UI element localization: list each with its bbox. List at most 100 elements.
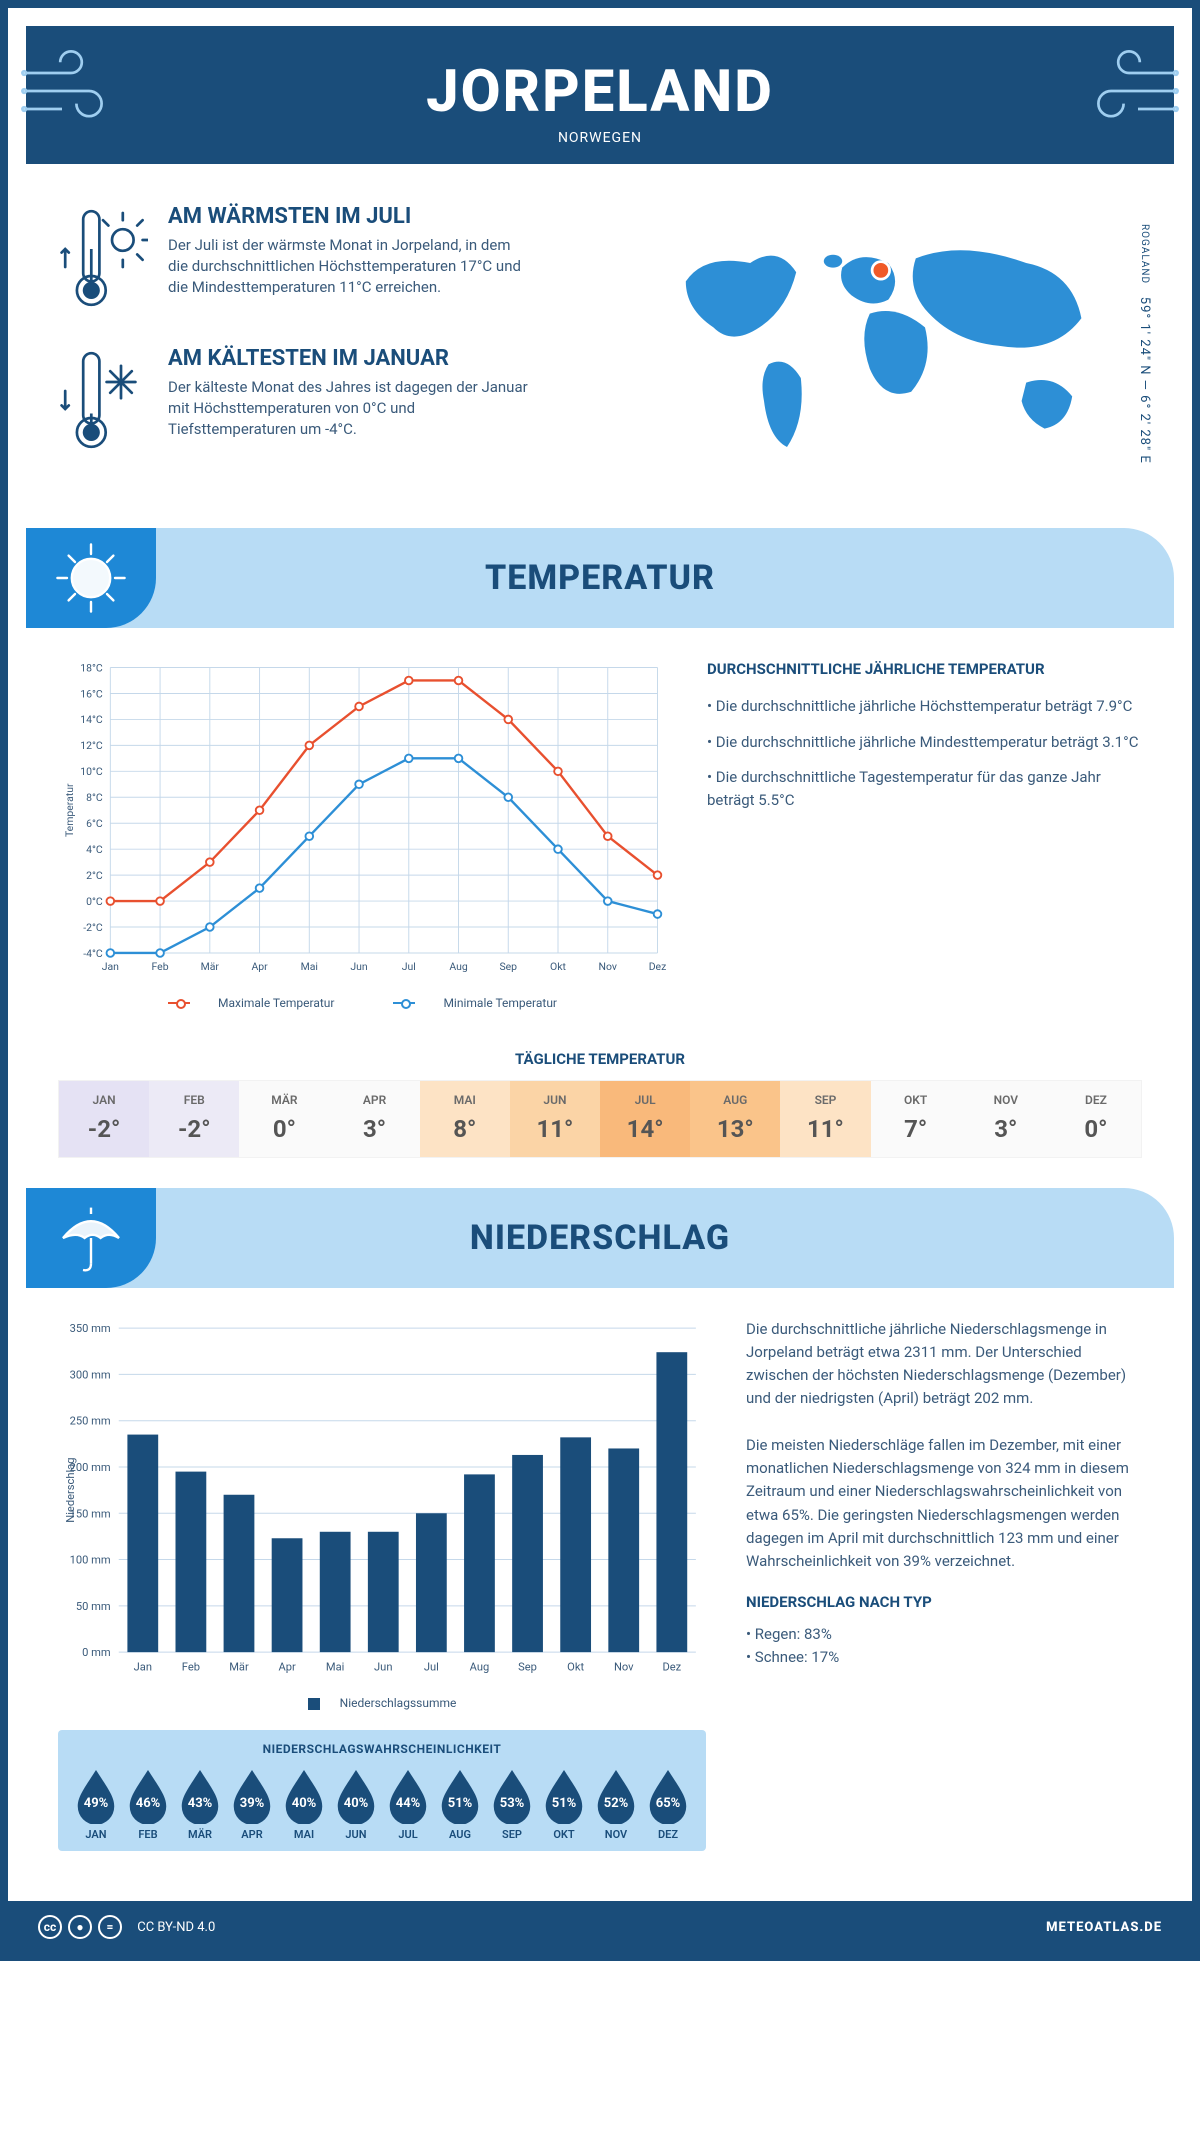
intro-section: AM WÄRMSTEN IM JULI Der Juli ist der wär…: [8, 164, 1192, 518]
precipitation-probability: NIEDERSCHLAGSWAHRSCHEINLICHKEIT 49% JAN …: [58, 1730, 706, 1851]
svg-text:Sep: Sep: [518, 1660, 537, 1673]
svg-text:0 mm: 0 mm: [82, 1646, 111, 1659]
site-name: METEOATLAS.DE: [1046, 1920, 1162, 1935]
temp-cell: JUL14°: [600, 1081, 690, 1157]
drop-cell: 52% NOV: [592, 1766, 640, 1841]
nd-icon: =: [98, 1915, 122, 1939]
svg-text:-4°C: -4°C: [83, 947, 103, 960]
svg-text:Okt: Okt: [567, 1660, 584, 1673]
drop-cell: 51% AUG: [436, 1766, 484, 1841]
drop-cell: 53% SEP: [488, 1766, 536, 1841]
svg-text:Jul: Jul: [424, 1660, 439, 1673]
infographic-frame: JORPELAND NORWEGEN AM WÄRMS: [0, 0, 1200, 1961]
temp-cell: JAN-2°: [59, 1081, 149, 1157]
temp-cell: MAI8°: [420, 1081, 510, 1157]
svg-text:Aug: Aug: [470, 1660, 490, 1673]
temperature-summary: DURCHSCHNITTLICHE JÄHRLICHE TEMPERATUR •…: [707, 658, 1142, 1010]
svg-text:16°C: 16°C: [80, 687, 103, 700]
svg-text:Temperatur: Temperatur: [63, 783, 76, 837]
svg-text:10°C: 10°C: [80, 765, 103, 778]
svg-text:Jan: Jan: [102, 960, 119, 973]
svg-text:250 mm: 250 mm: [70, 1414, 111, 1427]
sun-icon: [26, 528, 156, 628]
svg-text:Jun: Jun: [350, 960, 368, 973]
svg-text:Feb: Feb: [152, 960, 169, 973]
svg-text:50 mm: 50 mm: [76, 1599, 111, 1612]
coldest-fact: AM KÄLTESTEN IM JANUAR Der kälteste Mona…: [58, 346, 585, 458]
svg-text:350 mm: 350 mm: [70, 1322, 111, 1335]
coldest-text: Der kälteste Monat des Jahres ist dagege…: [168, 377, 528, 440]
temp-cell: DEZ0°: [1051, 1081, 1141, 1157]
temp-cell: SEP11°: [780, 1081, 870, 1157]
precipitation-bar-chart: 0 mm50 mm100 mm150 mm200 mm250 mm300 mm3…: [58, 1318, 706, 1711]
svg-text:Apr: Apr: [278, 1660, 296, 1673]
coordinates: ROGALAND 59° 1' 24" N — 6° 2' 28" E: [1137, 224, 1152, 464]
precipitation-heading: NIEDERSCHLAG: [470, 1218, 730, 1258]
svg-text:14°C: 14°C: [80, 713, 103, 726]
svg-text:100 mm: 100 mm: [70, 1553, 111, 1566]
svg-text:Dez: Dez: [662, 1660, 681, 1673]
drop-cell: 65% DEZ: [644, 1766, 692, 1841]
temp-cell: JUN11°: [510, 1081, 600, 1157]
drop-cell: 40% MAI: [280, 1766, 328, 1841]
wind-icon: [1074, 46, 1184, 140]
svg-text:Jul: Jul: [402, 960, 416, 973]
drop-cell: 51% OKT: [540, 1766, 588, 1841]
drop-cell: 49% JAN: [72, 1766, 120, 1841]
svg-text:-2°C: -2°C: [83, 921, 103, 934]
svg-text:Nov: Nov: [614, 1660, 634, 1673]
svg-text:Jan: Jan: [134, 1660, 152, 1673]
drop-cell: 44% JUL: [384, 1766, 432, 1841]
svg-text:Jun: Jun: [374, 1660, 392, 1673]
svg-text:18°C: 18°C: [80, 661, 103, 674]
svg-text:Mär: Mär: [229, 1660, 249, 1673]
city-title: JORPELAND: [26, 58, 1174, 126]
temperature-heading: TEMPERATUR: [485, 558, 715, 598]
svg-text:Mär: Mär: [201, 960, 220, 973]
svg-text:0°C: 0°C: [86, 895, 103, 908]
drop-cell: 46% FEB: [124, 1766, 172, 1841]
temperature-line-chart: -4°C -2°C 0°C 2°C 4°C 6°C 8°C 10°C 12°C 14°C 16°C 1…: [58, 658, 667, 1010]
thermometer-cold-icon: [58, 346, 148, 458]
svg-text:2°C: 2°C: [86, 869, 103, 882]
svg-text:Mai: Mai: [301, 960, 318, 973]
svg-text:12°C: 12°C: [80, 739, 103, 752]
drop-cell: 40% JUN: [332, 1766, 380, 1841]
cc-icon: cc: [38, 1915, 62, 1939]
temperature-banner: TEMPERATUR: [26, 528, 1174, 628]
daily-temp-title: TÄGLICHE TEMPERATUR: [8, 1050, 1192, 1068]
temp-cell: MÄR0°: [239, 1081, 329, 1157]
temp-cell: NOV3°: [961, 1081, 1051, 1157]
umbrella-icon: [26, 1188, 156, 1288]
drop-cell: 43% MÄR: [176, 1766, 224, 1841]
svg-text:Sep: Sep: [499, 960, 517, 973]
drop-cell: 39% APR: [228, 1766, 276, 1841]
header: JORPELAND NORWEGEN: [26, 26, 1174, 164]
warmest-title: AM WÄRMSTEN IM JULI: [168, 204, 528, 229]
svg-text:300 mm: 300 mm: [70, 1368, 111, 1381]
temp-cell: FEB-2°: [149, 1081, 239, 1157]
svg-text:6°C: 6°C: [86, 817, 103, 830]
temp-cell: APR3°: [330, 1081, 420, 1157]
thermometer-hot-icon: [58, 204, 148, 316]
by-icon: ●: [68, 1915, 92, 1939]
wind-icon: [16, 46, 126, 140]
daily-temp-table: JAN-2° FEB-2° MÄR0° APR3° MAI8° JUN11° J…: [58, 1080, 1142, 1158]
svg-text:8°C: 8°C: [86, 791, 103, 804]
svg-text:4°C: 4°C: [86, 843, 103, 856]
country-subtitle: NORWEGEN: [26, 130, 1174, 146]
footer: cc ● = CC BY-ND 4.0 METEOATLAS.DE: [8, 1901, 1192, 1953]
precipitation-text: Die durchschnittliche jährliche Niedersc…: [746, 1318, 1142, 1852]
svg-text:Dez: Dez: [649, 960, 667, 973]
warmest-fact: AM WÄRMSTEN IM JULI Der Juli ist der wär…: [58, 204, 585, 316]
svg-text:Niederschlag: Niederschlag: [64, 1457, 77, 1522]
svg-text:Okt: Okt: [550, 960, 566, 973]
svg-text:Mai: Mai: [326, 1660, 344, 1673]
warmest-text: Der Juli ist der wärmste Monat in Jorpel…: [168, 235, 528, 298]
svg-text:Apr: Apr: [251, 960, 268, 973]
temp-cell: OKT7°: [871, 1081, 961, 1157]
svg-text:Aug: Aug: [449, 960, 468, 973]
coldest-title: AM KÄLTESTEN IM JANUAR: [168, 346, 528, 371]
svg-text:Nov: Nov: [599, 960, 617, 973]
svg-text:Feb: Feb: [182, 1660, 200, 1673]
